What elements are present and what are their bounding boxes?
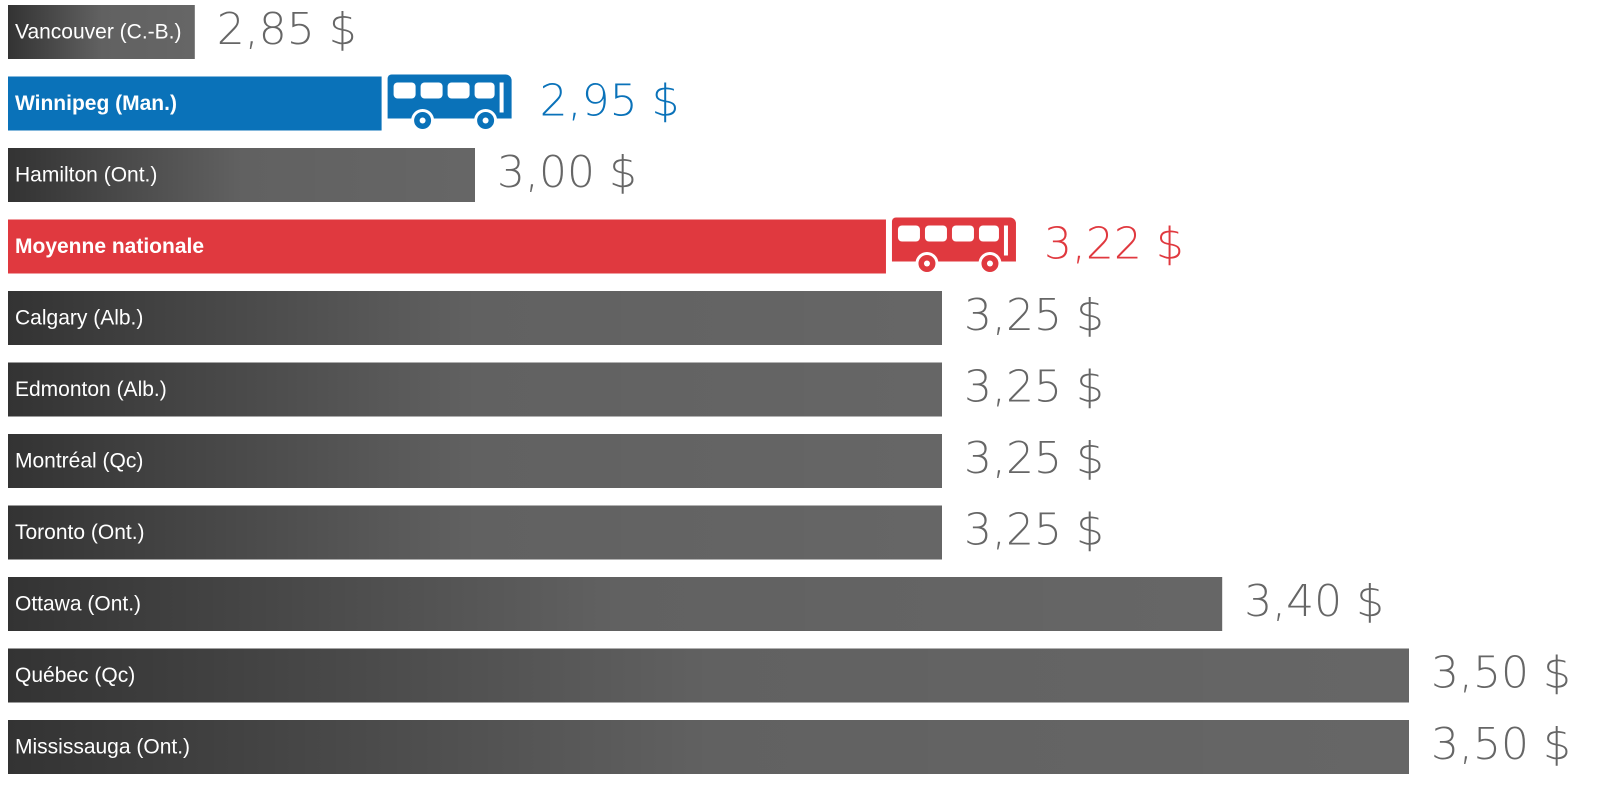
bus-hub (986, 260, 993, 267)
bus-icon (387, 74, 512, 132)
bus-window (474, 82, 495, 99)
bar-shade (8, 434, 942, 488)
bus-hub (419, 117, 426, 124)
value-label: 3,25 $ (964, 290, 1104, 341)
bar-shade (8, 148, 475, 202)
bar-shade (8, 362, 942, 417)
bar-shade (8, 648, 1409, 703)
category-label: Ottawa (Ont.) (15, 593, 141, 616)
value-label: 3,40 $ (1244, 576, 1384, 627)
bar-shade (8, 5, 195, 59)
bus-window (447, 82, 470, 99)
bus-icon (891, 217, 1016, 275)
category-label: Mississauga (Ont.) (15, 736, 190, 759)
bus-window (951, 225, 974, 242)
bus-hub (482, 117, 489, 124)
category-label: Québec (Qc) (15, 664, 135, 687)
bar-shade (8, 720, 1409, 774)
value-label: 3,00 $ (497, 147, 637, 198)
value-label: 3,25 $ (964, 433, 1104, 484)
value-label: 2,85 $ (217, 4, 357, 55)
bar (8, 76, 382, 131)
category-label: Toronto (Ont.) (15, 521, 145, 544)
value-label: 3,50 $ (1431, 648, 1571, 699)
bus-window (420, 82, 443, 99)
value-label: 3,22 $ (1044, 219, 1184, 270)
bar-shade (8, 577, 1223, 631)
value-label: 3,25 $ (964, 362, 1104, 413)
bus-door (499, 82, 504, 113)
bus-door (1003, 225, 1008, 256)
category-label: Moyenne nationale (15, 235, 204, 258)
bus-window (924, 225, 947, 242)
category-label: Calgary (Alb.) (15, 307, 143, 330)
category-label: Winnipeg (Man.) (15, 92, 177, 115)
bus-window (978, 225, 999, 242)
bus-window (393, 82, 416, 99)
value-label: 2,95 $ (540, 76, 680, 127)
value-label: 3,50 $ (1431, 719, 1571, 770)
category-label: Hamilton (Ont.) (15, 164, 157, 187)
category-label: Montréal (Qc) (15, 450, 143, 473)
category-label: Vancouver (C.-B.) (15, 21, 182, 44)
bus-window (897, 225, 920, 242)
bar-shade (8, 291, 942, 345)
category-label: Edmonton (Alb.) (15, 378, 167, 401)
bus-hub (923, 260, 930, 267)
bar-shade (8, 505, 942, 560)
value-label: 3,25 $ (964, 505, 1104, 556)
bar (8, 219, 886, 274)
